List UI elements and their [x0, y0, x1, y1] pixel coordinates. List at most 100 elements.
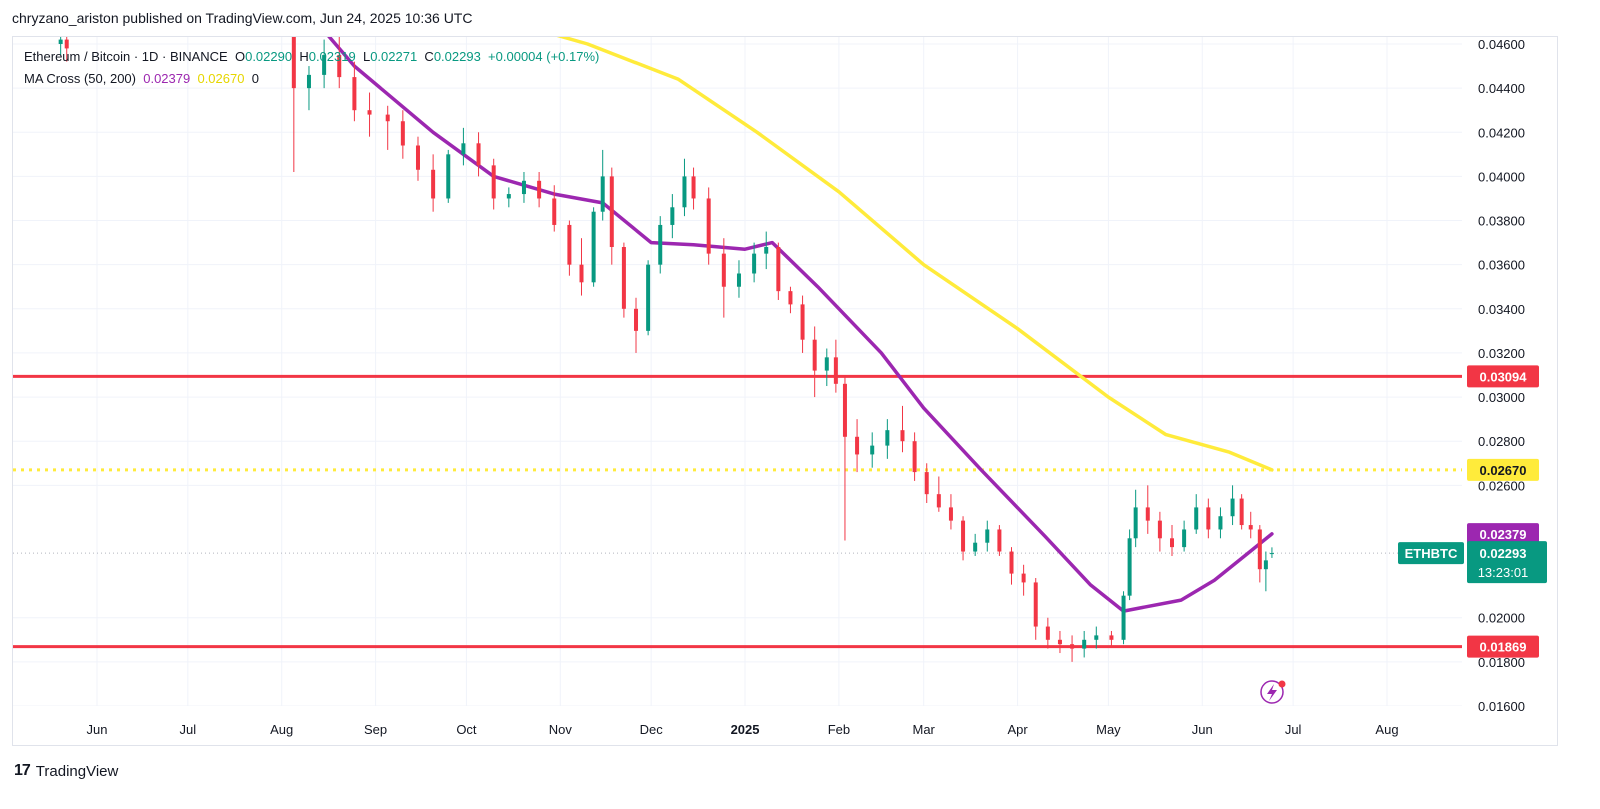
candle-body: [924, 472, 929, 495]
x-tick-label: Oct: [456, 722, 477, 737]
tradingview-logo-icon: 17: [14, 762, 31, 779]
brand-text: TradingView: [35, 762, 119, 780]
candle-body: [600, 176, 605, 212]
ma-label[interactable]: MA Cross (50, 200): [24, 71, 136, 86]
candle-body: [706, 198, 711, 254]
candle-body: [579, 264, 584, 283]
change-value: +0.00004 (+0.17%): [488, 49, 600, 64]
candle-body: [1257, 529, 1262, 570]
candle-body: [1269, 553, 1274, 555]
candle-body: [1170, 538, 1174, 548]
candle-body: [491, 165, 496, 199]
x-tick-label: Sep: [364, 722, 387, 737]
candle-body: [591, 211, 596, 283]
ma-tag: 0.02379: [1480, 527, 1527, 542]
close-label: C: [424, 49, 434, 64]
x-tick-label: Jul: [1285, 722, 1302, 737]
candle-body: [912, 441, 917, 473]
ma-fast-value: 0.02379: [143, 71, 191, 86]
candle-body: [985, 529, 990, 543]
y-tick-label: 0.03000: [1478, 390, 1525, 405]
candle-body: [1239, 498, 1244, 526]
candle-body: [1206, 507, 1211, 530]
y-tick-label: 0.02600: [1478, 478, 1525, 493]
ma-fast-line: [327, 37, 1274, 613]
candle-body: [567, 224, 572, 265]
level-tag-bg: [1467, 458, 1539, 481]
candle-body: [322, 55, 327, 75]
current-price-tag-bg: [1467, 541, 1547, 584]
level-tag-bg: [1467, 635, 1539, 658]
open-value: 0.02290: [245, 49, 293, 64]
y-tick-label: 0.03600: [1478, 258, 1525, 273]
candle-body: [337, 55, 342, 78]
x-tick-label: Jul: [180, 722, 197, 737]
candle-body: [824, 357, 829, 371]
lightning-bolt-icon: [1267, 684, 1277, 701]
candle-body: [900, 430, 905, 442]
candle-body: [936, 494, 941, 508]
symbol-label[interactable]: Ethereum / Bitcoin · 1D · BINANCE: [24, 49, 228, 64]
y-tick-label: 0.04600: [1478, 37, 1525, 52]
candle-body: [736, 273, 741, 287]
candle-body: [1263, 560, 1268, 570]
x-tick-label: Mar: [912, 722, 935, 737]
candle-body: [1109, 635, 1114, 640]
close-value: 0.02293: [433, 49, 481, 64]
plot-area: [13, 37, 1462, 706]
candle-body: [1218, 516, 1223, 530]
tradingview-footer[interactable]: 17 TradingView: [14, 762, 118, 780]
candle-body: [476, 143, 481, 166]
lightning-icon: [1260, 680, 1284, 704]
level-tag: 0.03094: [1480, 369, 1528, 384]
candle-body: [1094, 635, 1099, 640]
candle-body: [961, 520, 966, 552]
candle-body: [537, 180, 542, 199]
candle-body: [870, 445, 875, 455]
candle-body: [800, 304, 805, 340]
open-label: O: [234, 49, 246, 64]
candle-body: [446, 154, 451, 199]
candle-body: [621, 247, 626, 309]
candle-body: [1248, 525, 1253, 530]
chart-frame[interactable]: [12, 36, 1558, 746]
high-label: H: [299, 49, 309, 64]
x-tick-label: May: [1096, 722, 1121, 737]
candle-body: [506, 194, 511, 199]
candle-body: [609, 176, 614, 248]
candle-body: [776, 247, 781, 292]
ma-slow-line: [556, 37, 1274, 472]
candle-body: [842, 383, 847, 437]
x-tick-label: Jun: [1192, 722, 1213, 737]
candle-body: [812, 339, 817, 371]
level-tag: 0.02670: [1480, 463, 1527, 478]
candle-body: [1009, 551, 1014, 574]
ma-extra-value: 0: [251, 71, 259, 86]
ma-tag-bg: [1467, 523, 1539, 546]
y-tick-label: 0.03400: [1478, 302, 1525, 317]
candle-body: [691, 176, 696, 199]
candle-body: [764, 247, 769, 254]
candle-body: [855, 436, 860, 455]
x-tick-label: Jun: [87, 722, 108, 737]
symbol-tag-label: ETHBTC: [1405, 546, 1458, 561]
candle-body: [552, 198, 557, 225]
low-label: L: [362, 49, 371, 64]
candle-body: [352, 77, 357, 111]
high-value: 0.02319: [308, 49, 356, 64]
candle-body: [1230, 498, 1235, 517]
candle-body: [1133, 507, 1138, 539]
candle-body: [948, 507, 953, 521]
y-tick-label: 0.04000: [1478, 169, 1525, 184]
alert-dot-icon: [1278, 680, 1286, 688]
candle-body: [1182, 529, 1187, 548]
y-tick-label: 0.02000: [1478, 611, 1525, 626]
countdown-label: 13:23:01: [1478, 565, 1529, 580]
candle-body: [646, 264, 651, 331]
candle-body: [385, 114, 390, 122]
ohlc-row: Ethereum / Bitcoin · 1D · BINANCE O0.022…: [24, 46, 599, 68]
candle-body: [1082, 639, 1087, 649]
x-tick-label: Aug: [1375, 722, 1398, 737]
candle-body: [973, 542, 978, 552]
